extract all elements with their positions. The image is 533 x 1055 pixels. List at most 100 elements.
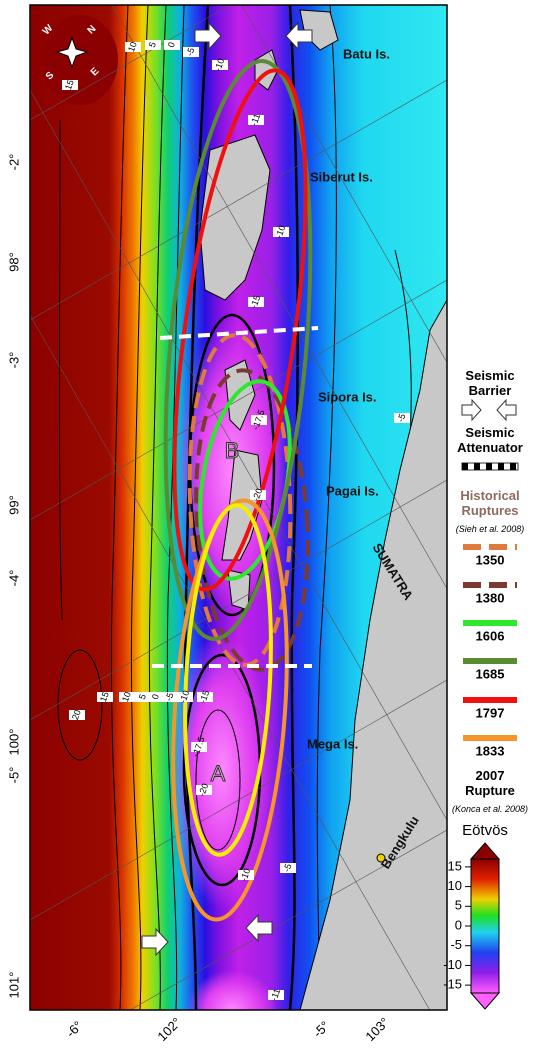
field-blob <box>42 15 118 105</box>
colorbar-tick-label: -5 <box>450 937 462 952</box>
contour-label-bg <box>145 40 161 50</box>
contour-label: -5 <box>163 691 175 702</box>
legend-source: (Sieh et al. 2008) <box>455 524 525 534</box>
rupture-ellipse <box>187 333 293 667</box>
colorbar-tick-label: -10 <box>443 957 462 972</box>
contour-label: -5 <box>184 46 196 57</box>
rupture-ellipse <box>183 503 273 857</box>
lat-label: -3° <box>6 352 21 369</box>
legend-recent: 2007 Rupture <box>465 768 515 798</box>
lat-label: -4° <box>6 570 21 587</box>
contour-label-bg <box>196 785 212 795</box>
place-label: Siberut Is. <box>310 169 373 184</box>
place-label: Sipora Is. <box>318 389 377 404</box>
colorbar-cap <box>469 992 501 1010</box>
colorbar-tick-label: 15 <box>448 858 462 873</box>
contour-label-bg <box>183 47 199 57</box>
rupture-ellipse <box>171 498 289 922</box>
contour-label-bg <box>62 80 78 90</box>
attenuators <box>152 326 319 668</box>
zone-label: B <box>225 438 240 463</box>
legend-year: 1380 <box>476 590 505 605</box>
place-label: Pagai Is. <box>326 483 379 498</box>
contour-label: 20 <box>70 708 83 721</box>
contour-label-bg <box>250 490 266 500</box>
legend-attenuator: Seismic Attenuator <box>457 425 523 455</box>
contour-label: -20 <box>250 487 264 503</box>
contour-label: 5 <box>137 693 148 701</box>
map-frame <box>29 4 448 1011</box>
contour-label-bg <box>280 863 296 873</box>
contour-label-bg <box>162 692 178 702</box>
contour-label: -15 <box>248 294 262 310</box>
contour-label-bg <box>238 870 254 880</box>
contour-label: 10 <box>120 690 133 703</box>
lon-label: -5° <box>310 1018 332 1040</box>
legend-barrier: Seismic Barrier <box>465 368 515 398</box>
contour-label: 0 <box>166 41 177 49</box>
legend-symbols <box>461 398 519 471</box>
contour-label-bg <box>248 115 264 125</box>
compass <box>55 36 89 69</box>
place-label: Batu Is. <box>343 46 390 61</box>
contour-label: -11 <box>269 987 283 1002</box>
legend-year: 1833 <box>476 743 505 758</box>
contour-label-bg <box>273 227 289 237</box>
colorbar-tick-label: 5 <box>455 898 462 913</box>
contour-label-bg <box>148 692 164 702</box>
contour-label-bg <box>97 692 113 702</box>
contour-label: 5 <box>147 41 158 49</box>
contour-label: -10 <box>177 689 191 705</box>
city-dot <box>376 853 386 863</box>
contour-label-bg <box>125 42 141 52</box>
legend-year: 1350 <box>476 552 505 567</box>
zone-label: A <box>211 761 226 786</box>
legend-year: 1606 <box>476 628 505 643</box>
contour-label-bg <box>248 297 264 307</box>
barrier-arrows <box>141 21 313 957</box>
rupture-ellipse <box>163 59 313 641</box>
colorbar-cap <box>469 842 501 860</box>
rupture-ellipse <box>172 68 308 592</box>
contour-label: 10 <box>126 40 139 53</box>
contour-label-bg <box>394 413 410 423</box>
legend-year: 1685 <box>476 666 505 681</box>
legend-source: (Konca et al. 2008) <box>451 804 529 814</box>
contour-label-bg <box>164 40 180 50</box>
legend-historical: Historical Ruptures <box>460 488 520 518</box>
contour-label-bg <box>251 415 267 425</box>
contour-label: -11 <box>249 112 263 127</box>
contour-label-bg <box>135 692 151 702</box>
lon-label: -6° <box>63 1018 85 1040</box>
contour-label: -5 <box>395 412 407 423</box>
contour-label: -15 <box>197 689 211 705</box>
contour-label-bg <box>69 710 85 720</box>
lat-label: 101° <box>6 972 21 999</box>
rupture-ellipse <box>194 368 310 672</box>
lon-label: 103° <box>362 1014 392 1044</box>
contour-label: -10 <box>212 57 226 73</box>
contour-label-bg <box>119 692 135 702</box>
contour-label-bg <box>268 990 284 1000</box>
contour-label: -5 <box>281 862 293 873</box>
contour-label: 15 <box>98 690 111 703</box>
contour-label-bg <box>177 692 193 702</box>
contour-label: -10 <box>273 224 287 240</box>
colorbar-title: Eötvös <box>462 822 508 839</box>
colorbar-tick-label: 0 <box>455 917 462 932</box>
lat-label: 99° <box>6 495 21 515</box>
legend-year: 1797 <box>476 705 505 720</box>
legend-lines: 1350 1380 1606 1685 1797 1833 <box>463 544 517 758</box>
colorbar-tick-label: -15 <box>443 977 462 992</box>
place-label: Mega Is. <box>307 736 358 751</box>
colorbar-tick-label: 10 <box>448 878 462 893</box>
ruptures <box>163 59 313 922</box>
colorbar <box>470 858 500 994</box>
lat-label: 98° <box>6 252 21 272</box>
contour-label: -10 <box>238 867 252 883</box>
lon-label: 102° <box>154 1014 184 1044</box>
